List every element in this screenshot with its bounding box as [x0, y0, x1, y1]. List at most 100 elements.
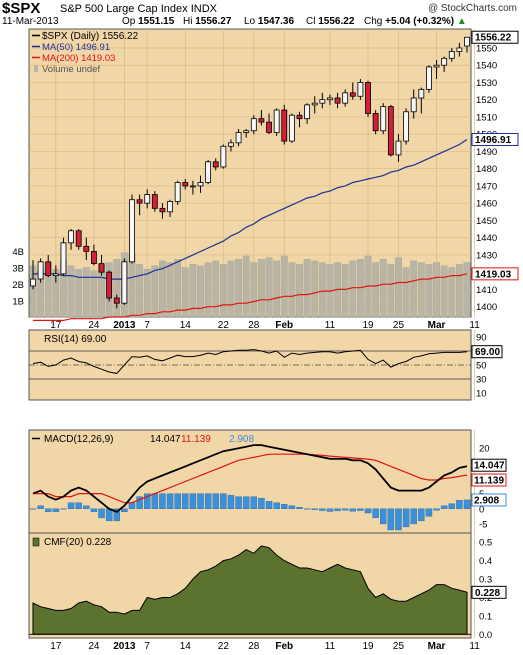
macd-histogram-bar — [143, 493, 151, 509]
volume-bar — [265, 257, 273, 318]
macd-tick-label: 0 — [479, 504, 484, 515]
price-value-tag — [471, 30, 519, 44]
price-value-tag — [471, 267, 519, 281]
macd-histogram-bar — [273, 502, 280, 509]
symbol-title: $SPX — [2, 0, 41, 17]
quote-close: Cl 1556.22 — [306, 16, 354, 27]
ma200-legend: MA(200) 1419.03 — [42, 53, 115, 64]
macd-histogram-bar — [265, 500, 273, 509]
volume-bar — [82, 267, 90, 318]
candle-body — [441, 57, 448, 66]
x-tick-label-top: 19 — [362, 320, 374, 331]
x-tick-label-bottom: 11 — [469, 641, 480, 652]
macd-histogram-bar — [380, 508, 387, 525]
macd-histogram-bar — [296, 507, 303, 509]
histogram-legend-value: 2.908 — [229, 434, 254, 445]
candle-body — [357, 82, 364, 97]
macd-histogram-bar — [52, 508, 60, 512]
candle-body — [98, 263, 105, 273]
x-tick-label-bottom: 22 — [218, 641, 230, 652]
macd-line — [32, 444, 468, 513]
close-label: Cl — [306, 16, 316, 27]
rsi-legend: RSI(14) 69.00 — [44, 334, 107, 345]
macd-histogram-bar — [44, 508, 52, 512]
candle-body — [144, 194, 151, 204]
chart-header: $SPX S&P 500 Large Cap Index INDX @ Stoc… — [0, 0, 523, 28]
x-tick-label-top: 14 — [180, 320, 192, 331]
macd-histogram-bar — [83, 505, 90, 509]
price-tick-label: 1440 — [476, 233, 497, 244]
candle-body — [380, 106, 387, 132]
volume-bar — [448, 267, 456, 318]
candle-body — [45, 261, 52, 277]
candle-body — [159, 207, 166, 213]
candle-body — [129, 199, 135, 263]
price-value-tag — [471, 133, 519, 147]
macd-histogram-bar — [395, 508, 402, 531]
rsi-tick-label: 30 — [476, 375, 487, 386]
x-tick-label-top: Mar — [428, 320, 446, 331]
price-tick-label: 1460 — [476, 199, 497, 210]
x-tick-label-bottom: 19 — [362, 641, 374, 652]
volume-bar — [395, 257, 402, 318]
candle-body — [151, 194, 158, 209]
cmf-tick-label: 0.4 — [479, 556, 492, 567]
macd-histogram-bar — [418, 508, 425, 522]
macd-histogram-bar — [151, 493, 159, 509]
candle-body — [250, 118, 257, 132]
macd-histogram-bar — [319, 508, 326, 511]
cmf-tick-label: 0.5 — [479, 538, 492, 549]
candle-body — [30, 278, 36, 287]
macd-histogram-bar — [220, 493, 227, 509]
macd-histogram-bar — [60, 508, 67, 510]
macd-histogram-bar — [197, 493, 204, 509]
volume-tick-label: 2B — [12, 280, 24, 291]
volume-bar — [341, 264, 349, 318]
signal-legend-value: 11.139 — [181, 434, 211, 445]
volume-bar — [90, 270, 98, 318]
candle-body — [433, 64, 440, 68]
macd-signal-line — [33, 453, 468, 504]
volume-bar — [311, 260, 319, 318]
exchange-label: INDX — [190, 3, 217, 15]
candle-body — [212, 161, 219, 168]
candle-body — [365, 82, 371, 114]
open-label: Op — [122, 16, 136, 27]
volume-bar — [250, 262, 258, 318]
candle-body — [288, 114, 295, 142]
volume-bar — [166, 262, 174, 318]
volume-bar — [455, 264, 463, 318]
macd-histogram-bar — [463, 499, 471, 509]
candle-body — [418, 88, 425, 99]
candle-body — [197, 182, 204, 187]
volume-bar — [258, 259, 265, 318]
macd-histogram-bar — [113, 508, 120, 522]
macd-histogram-bar — [440, 505, 448, 509]
source-label: @ StockCharts.com — [427, 3, 517, 14]
volume-bar — [379, 259, 387, 318]
volume-bar — [303, 259, 311, 318]
quote-change: Chg +5.04 (+0.32%) ▲ — [364, 16, 467, 27]
x-tick-label-bottom: 28 — [248, 641, 260, 652]
volume-tick-label: 1B — [12, 297, 24, 308]
candle-body — [37, 261, 44, 280]
close-value: 1556.22 — [318, 16, 355, 27]
volume-bar — [143, 268, 151, 318]
rsi-tick-label: 90 — [476, 333, 487, 344]
price-value-tag-label: 1496.91 — [475, 135, 512, 146]
candle-body — [281, 109, 288, 142]
macd-histogram-bar — [349, 508, 357, 512]
macd-histogram-bar — [136, 496, 143, 509]
candle-body — [258, 118, 265, 123]
candle-body — [342, 92, 349, 104]
candle-body — [52, 273, 59, 277]
rsi-value-tag — [471, 345, 503, 359]
candle-body — [266, 121, 272, 133]
cmf-legend: CMF(20) 0.228 — [44, 537, 112, 548]
macd-histogram-bar — [174, 493, 181, 509]
x-tick-label-top: 17 — [50, 320, 62, 331]
candle-body — [235, 132, 242, 144]
macd-histogram-bar — [212, 493, 219, 509]
macd-histogram-bar — [456, 500, 463, 509]
macd-histogram-bar — [288, 505, 296, 509]
